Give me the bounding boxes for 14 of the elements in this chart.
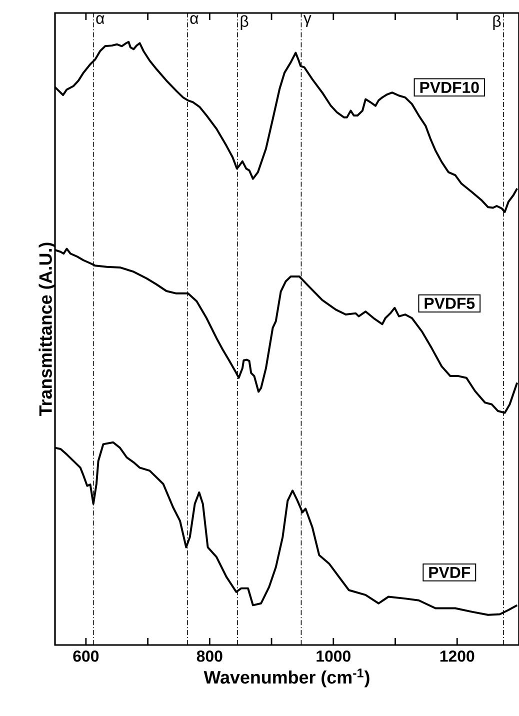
ref-line-label: α — [190, 15, 198, 24]
x-tick-label: 1000 — [316, 650, 350, 662]
x-tick-label: 1200 — [440, 650, 474, 662]
x-tick-label: 600 — [73, 650, 99, 662]
series-label: PVDF — [429, 566, 470, 578]
x-axis-title: Wavenumber (cm$^{-1}$) — [204, 668, 370, 688]
x-tick-label: 800 — [196, 650, 222, 662]
ref-line-label: β — [493, 15, 501, 30]
ref-line-label: α — [96, 15, 104, 24]
ref-line-label: γ — [303, 15, 312, 27]
y-axis-title: Transmittance (A.U.) — [38, 242, 56, 416]
series-label: PVDF5 — [424, 298, 475, 309]
ref-line-label: β — [240, 15, 248, 30]
series-label: PVDF10 — [420, 82, 479, 94]
